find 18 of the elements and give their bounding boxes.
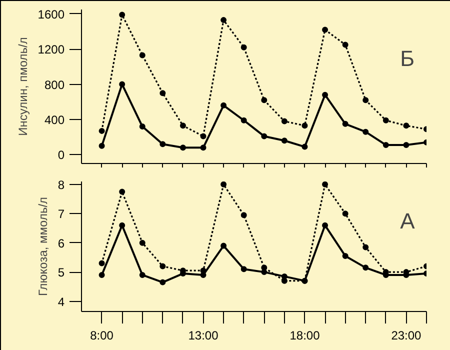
y-axis-title: Глюкоза, ммоль/л <box>36 196 50 296</box>
y-tick-label: 0 <box>58 148 65 162</box>
y-tick-label: 6 <box>58 236 65 250</box>
y-tick-label: 5 <box>58 266 65 280</box>
y-tick-label: 800 <box>44 78 65 92</box>
annotation: А <box>400 208 416 234</box>
annotation: Б <box>400 46 415 72</box>
y-tick-label: 400 <box>44 113 65 127</box>
x-tick-label: 18:00 <box>290 328 320 342</box>
y-tick-label: 1200 <box>38 42 65 57</box>
x-tick-label: 8:00 <box>90 328 114 342</box>
y-axis-title: Инсулин, пмоль/л <box>16 37 30 136</box>
y-tick-label: 4 <box>58 294 65 309</box>
y-tick-label: 7 <box>58 207 65 222</box>
y-tick-label: 8 <box>58 178 65 192</box>
x-tick-label: 23:00 <box>391 328 422 342</box>
y-tick-label: 1600 <box>38 7 65 22</box>
x-tick-label: 13:00 <box>188 328 219 342</box>
